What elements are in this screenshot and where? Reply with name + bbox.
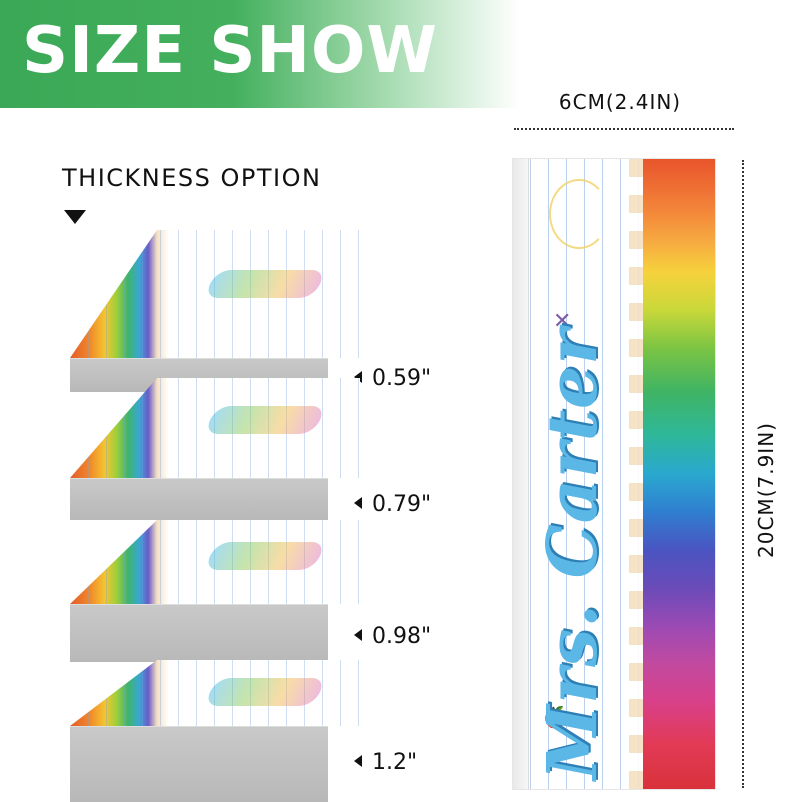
block-front-edge xyxy=(70,478,328,520)
name-plate-product: ✕ 🍎 Mrs. Carter xyxy=(512,158,716,790)
height-dimension-label: 20CM(7.9IN) xyxy=(754,422,778,558)
thickness-block-4 xyxy=(70,660,360,802)
swirl-decoration xyxy=(549,179,609,249)
title-banner: SIZE SHOW xyxy=(0,0,520,108)
plate-name-text: Mrs. Carter xyxy=(533,327,613,781)
thickness-block-1 xyxy=(70,230,360,400)
block-front-edge xyxy=(70,604,328,662)
thickness-label-3: 0.98" xyxy=(354,624,431,649)
colored-pencils-border xyxy=(643,159,715,789)
thickness-label-2: 0.79" xyxy=(354,492,431,517)
block-front-edge xyxy=(70,726,328,802)
block-name-art xyxy=(203,678,327,706)
height-dimension-line xyxy=(742,160,744,788)
width-dimension-line xyxy=(514,128,734,130)
width-dimension-label: 6CM(2.4IN) xyxy=(558,90,682,114)
thickness-label-4: 1.2" xyxy=(354,750,417,775)
block-name-art xyxy=(203,270,327,298)
thickness-option-title: THICKNESS OPTION xyxy=(62,164,322,192)
x-mark-icon: ✕ xyxy=(553,309,572,334)
plate-side-edge xyxy=(513,159,529,789)
banner-title: SIZE SHOW xyxy=(22,14,438,88)
left-arrow-icon xyxy=(354,629,362,641)
thickness-label-1: 0.59" xyxy=(354,366,431,391)
block-name-art xyxy=(203,406,327,434)
left-arrow-icon xyxy=(354,755,362,767)
block-name-art xyxy=(203,542,327,570)
thickness-block-2 xyxy=(70,378,360,528)
down-arrow-icon xyxy=(64,210,86,224)
left-arrow-icon xyxy=(354,371,362,383)
apple-icon: 🍎 xyxy=(543,705,568,729)
left-arrow-icon xyxy=(354,497,362,509)
thickness-block-3 xyxy=(70,520,360,670)
